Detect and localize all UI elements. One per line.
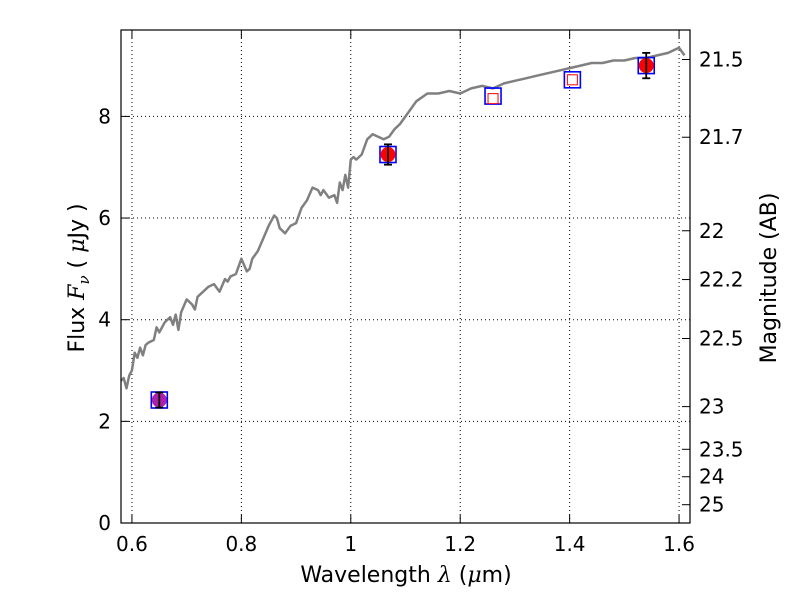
- points-layer: [150, 51, 656, 409]
- ticks-layer: 0.6 0.8 1 1.2 1.4 1.60246821.521.72222.222.52…: [98, 30, 744, 556]
- x-axis-label: Wavelength λ (μm): [300, 563, 511, 588]
- spectrum-layer: [120, 46, 686, 390]
- observed-point-upper-limit: [487, 93, 499, 105]
- y2-tick-label: 21.5: [699, 47, 744, 71]
- x-tick-label: 1.4: [554, 532, 586, 556]
- observed-point-upper-limit: [566, 74, 578, 86]
- x-tick-label: 0.6: [116, 532, 148, 556]
- y2-tick-label: 25: [699, 493, 724, 517]
- model-point-square: [563, 71, 582, 89]
- y-tick-label: 2: [98, 409, 111, 433]
- y2-tick-label: 22.5: [699, 327, 744, 351]
- y-tick-label: 6: [98, 206, 111, 230]
- x-tick-label: 1: [344, 532, 357, 556]
- y-tick-label: 8: [98, 104, 111, 128]
- y-tick-label: 0: [98, 511, 111, 535]
- y-tick-label: 4: [98, 308, 111, 332]
- model-spectrum-line: [120, 46, 686, 390]
- y2-tick-label: 24: [699, 465, 724, 489]
- x-tick-label: 1.2: [444, 532, 476, 556]
- plot-frame: [120, 29, 691, 524]
- y2-tick-label: 23: [699, 395, 724, 419]
- y2-tick-label: 21.7: [699, 125, 744, 149]
- y2-tick-label: 22: [699, 219, 724, 243]
- x-tick-label: 0.8: [225, 532, 257, 556]
- y-axis-label: Flux Fν ( μJy ): [65, 203, 93, 352]
- grid-layer: [121, 30, 690, 524]
- y2-tick-label: 22.2: [699, 268, 744, 292]
- y2-axis-label: Magnitude (AB): [757, 193, 782, 364]
- x-tick-label: 1.6: [663, 532, 695, 556]
- y2-tick-label: 23.5: [699, 437, 744, 461]
